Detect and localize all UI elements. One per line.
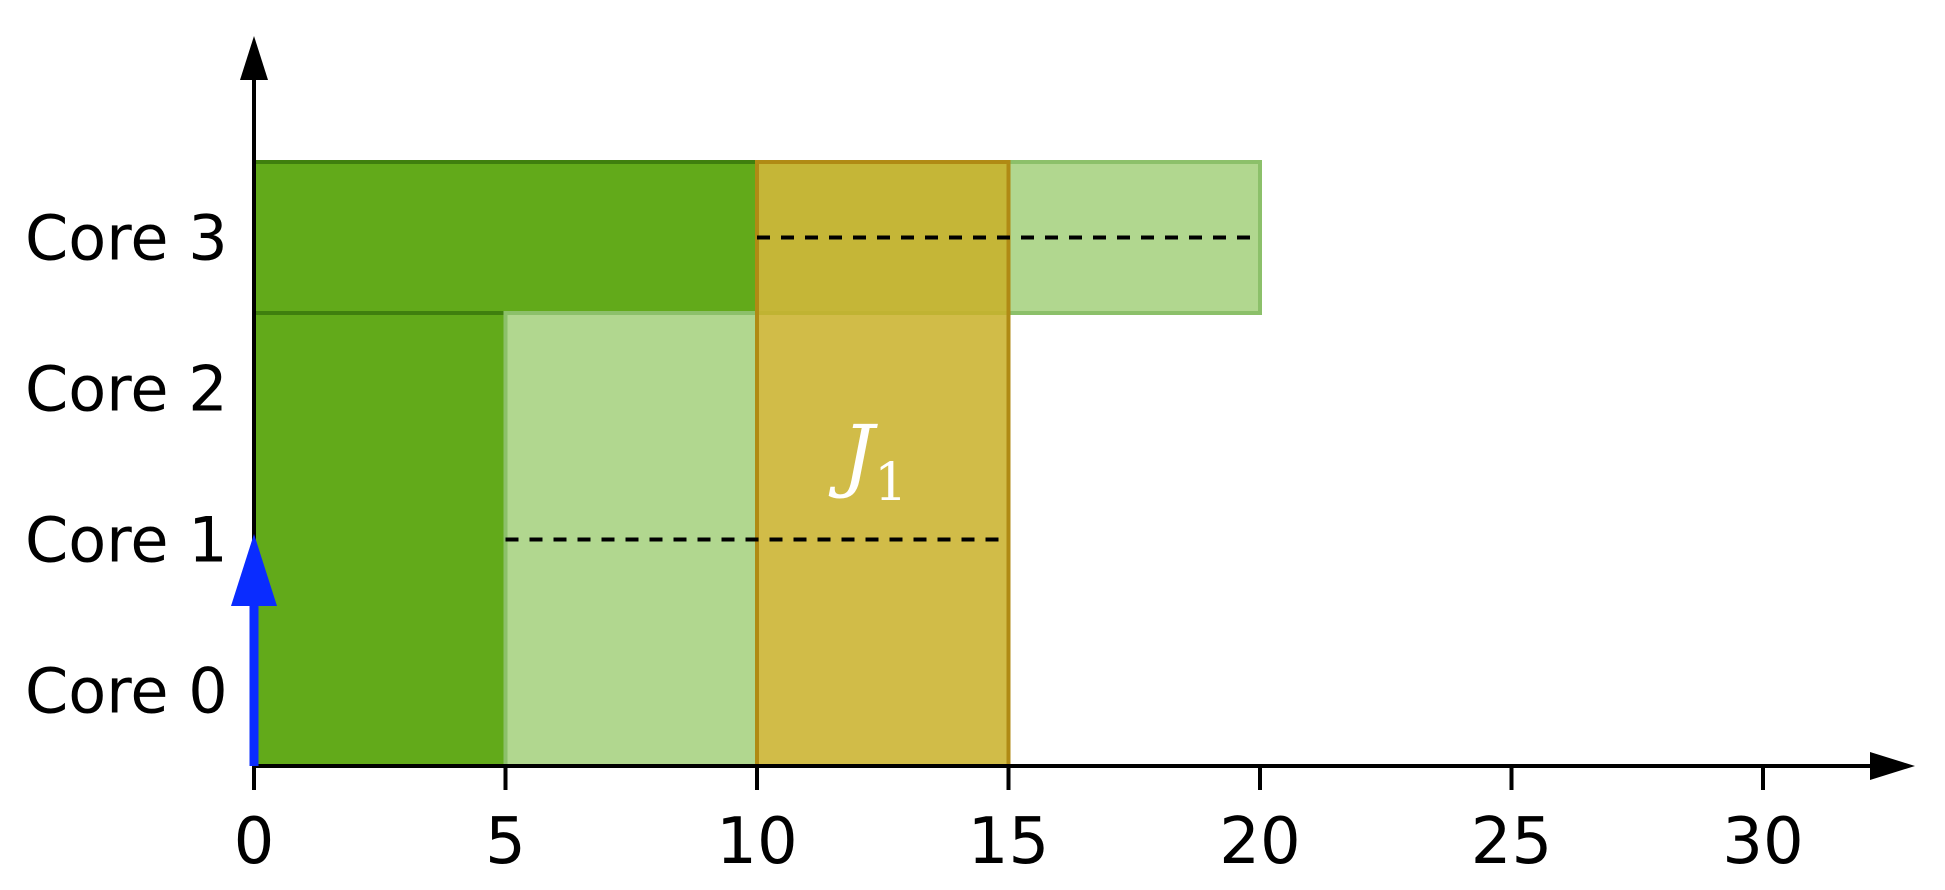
core-label-1: Core 1: [25, 504, 228, 577]
x-tick-label-30: 30: [1722, 805, 1803, 879]
job-subscript: 1: [874, 453, 907, 513]
x-tick-label-0: 0: [234, 805, 275, 879]
axes: [240, 36, 1915, 780]
x-tick-label-15: 15: [968, 805, 1049, 879]
release-arrow: [231, 534, 277, 766]
x-tick-label-5: 5: [485, 805, 526, 879]
execution-block-dark-0: [252, 160, 759, 315]
core-labels: Core 0 Core 1 Core 2 Core 3: [25, 202, 228, 728]
x-tick-label-20: 20: [1219, 805, 1300, 879]
x-tick-label-25: 25: [1471, 805, 1552, 879]
x-axis-arrowhead: [1870, 752, 1915, 780]
execution-blocks: [252, 160, 1262, 768]
core-label-2: Core 2: [25, 353, 228, 426]
core-label-3: Core 3: [25, 202, 228, 275]
execution-block-job-4: [755, 160, 1011, 768]
dashed-lines: [505, 235, 1260, 542]
x-tick-label-10: 10: [716, 805, 797, 879]
x-axis-ticks: 0 5 10 15 20 25 30: [234, 766, 1804, 879]
core-label-0: Core 0: [25, 655, 228, 728]
release-arrow-head: [231, 534, 277, 606]
y-axis-arrowhead: [240, 36, 268, 80]
execution-block-dark-2: [252, 311, 508, 768]
